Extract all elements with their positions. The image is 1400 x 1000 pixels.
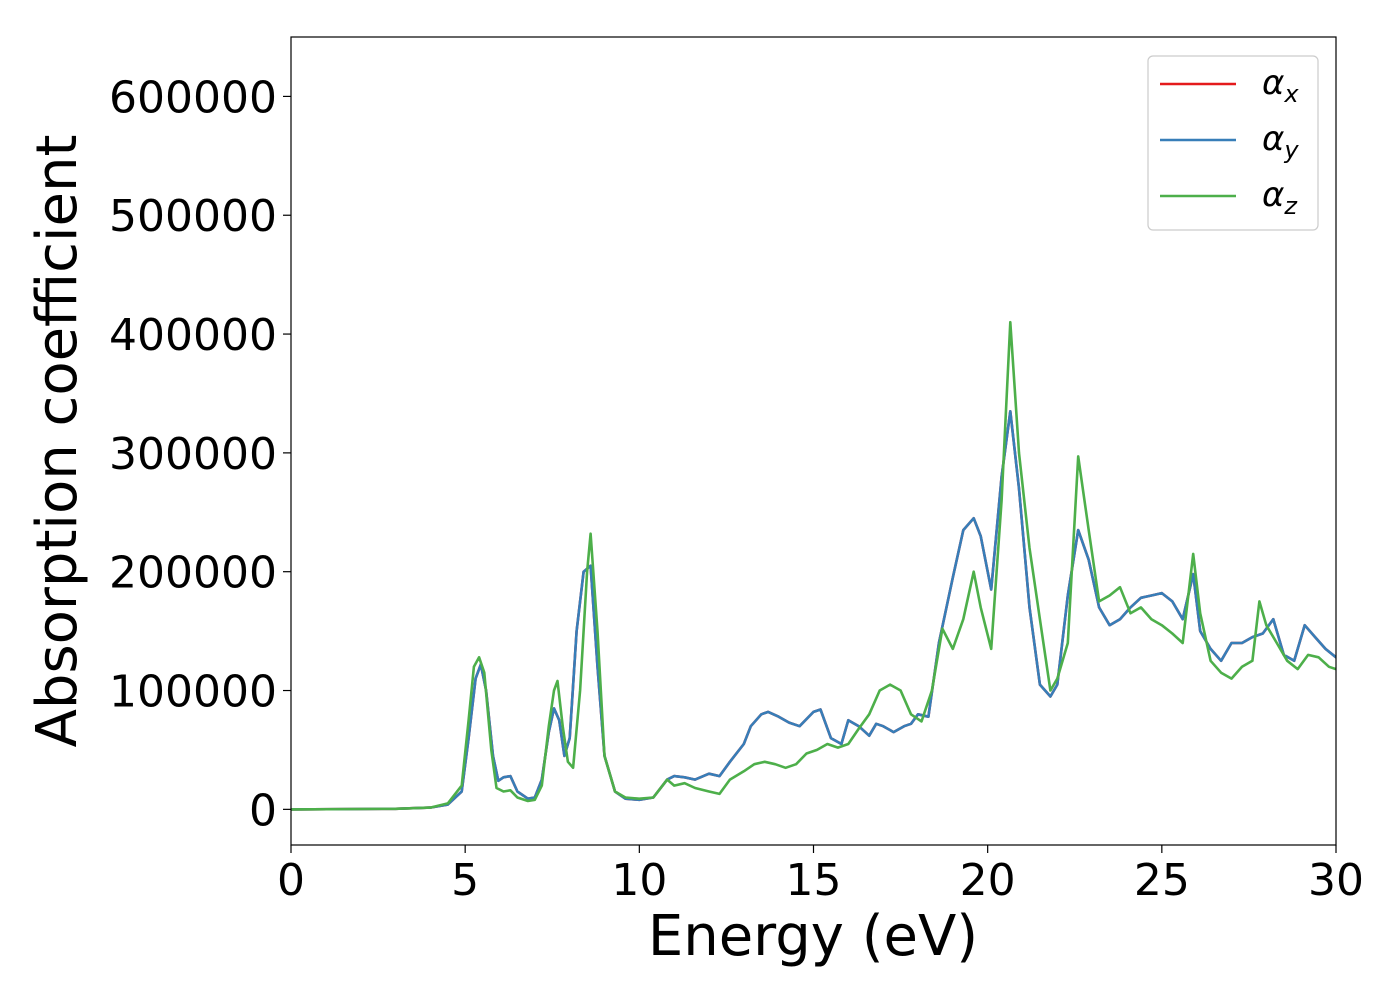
x-tick-label: 30	[1308, 855, 1364, 906]
x-tick-label: 20	[960, 855, 1016, 906]
series-line-z	[291, 320, 1336, 811]
legend-label-z: αz	[1262, 175, 1298, 220]
legend-symbol: α	[1262, 175, 1284, 215]
x-tick-label: 25	[1134, 855, 1190, 906]
x-axis-label: Energy (eV)	[648, 904, 978, 969]
x-axis: 0 5 10 15 20 25 30	[277, 845, 1364, 906]
legend-symbol: α	[1262, 63, 1284, 103]
y-tick-label: 100000	[109, 667, 277, 718]
x-tick-label: 0	[277, 855, 305, 906]
legend-subscript: z	[1283, 192, 1298, 220]
y-tick-label: 300000	[109, 429, 277, 480]
legend-symbol: α	[1262, 119, 1284, 159]
series-layer	[291, 320, 1336, 811]
y-tick-label: 200000	[109, 548, 277, 599]
legend-label-y: αy	[1262, 119, 1299, 164]
y-tick-label: 0	[249, 785, 277, 836]
legend-subscript: y	[1283, 136, 1299, 164]
x-tick-label: 15	[786, 855, 842, 906]
y-tick-label: 600000	[109, 72, 277, 123]
legend-box	[1147, 55, 1319, 231]
x-tick-label: 10	[611, 855, 667, 906]
y-axis-label: Absorption coefficient	[25, 135, 90, 748]
legend-label-x: αx	[1262, 63, 1299, 108]
x-tick-label: 5	[451, 855, 479, 906]
y-tick-label: 500000	[109, 191, 277, 242]
y-axis: 0 100000 200000 300000 400000 500000 600000	[109, 72, 291, 836]
y-tick-label: 400000	[109, 310, 277, 361]
legend-subscript: x	[1283, 80, 1299, 108]
